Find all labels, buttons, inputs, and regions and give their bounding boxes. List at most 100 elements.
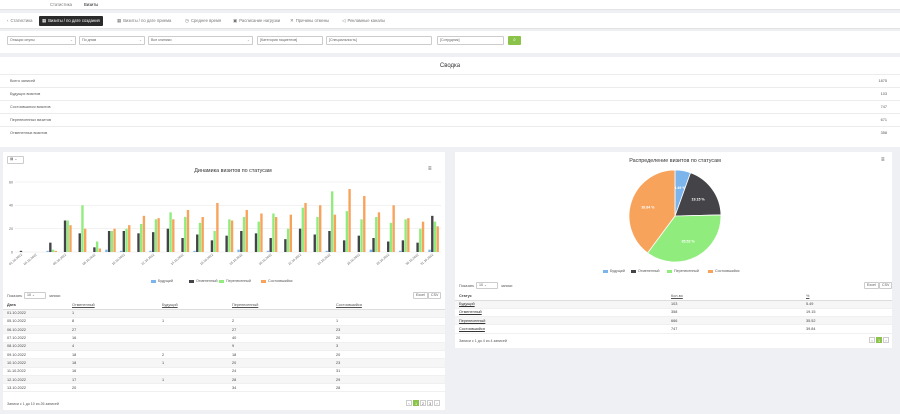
bar[interactable]: [51, 249, 55, 252]
status-link[interactable]: Состоявшийся: [455, 324, 667, 334]
cancel-reasons-button[interactable]: ✕ Причины отмены: [287, 16, 332, 26]
csv-button[interactable]: CSV: [879, 282, 893, 289]
clinic-select[interactable]: Все клиники ⌄: [148, 36, 253, 45]
bar[interactable]: [316, 217, 319, 252]
bar[interactable]: [313, 234, 316, 253]
bar[interactable]: [330, 191, 334, 252]
column-header[interactable]: Дата: [3, 301, 68, 310]
period-select[interactable]: По дням ⌄: [79, 36, 145, 45]
column-header[interactable]: Будущий: [158, 301, 228, 310]
bar[interactable]: [66, 220, 69, 253]
patient-category-select[interactable]: [Категория пациентов]: [257, 36, 323, 45]
page-button[interactable]: 3: [427, 400, 433, 406]
bar[interactable]: [377, 212, 381, 252]
excel-button[interactable]: Excel: [864, 282, 879, 289]
bar[interactable]: [122, 231, 125, 252]
bar[interactable]: [357, 235, 361, 252]
bar[interactable]: [169, 212, 172, 252]
legend-item-future[interactable]: Будущий: [151, 279, 173, 283]
excel-button[interactable]: Excel: [413, 292, 428, 299]
page-button[interactable]: 1: [413, 400, 419, 406]
bar[interactable]: [319, 205, 322, 252]
bar[interactable]: [81, 205, 84, 252]
page-button[interactable]: 1: [876, 337, 882, 343]
export-menu-button[interactable]: ▤ ⌄: [7, 156, 24, 164]
column-header[interactable]: Кол-во: [667, 292, 802, 301]
bar[interactable]: [419, 228, 422, 252]
status-link[interactable]: Будущий: [455, 300, 667, 309]
bar[interactable]: [157, 218, 160, 252]
visits-by-appointment-date-button[interactable]: ▦ Визиты / по дате приема: [114, 16, 174, 26]
back-statistics-button[interactable]: ‹ Статистика: [4, 16, 36, 26]
prev-page-button[interactable]: ‹: [406, 400, 412, 406]
search-button[interactable]: ⌕: [508, 36, 521, 45]
bar[interactable]: [228, 219, 231, 252]
column-header[interactable]: %: [802, 292, 892, 301]
bar[interactable]: [240, 231, 243, 252]
bar[interactable]: [345, 211, 349, 252]
bar[interactable]: [19, 250, 23, 252]
options-select[interactable]: Опыции опуны ⌄: [7, 36, 76, 45]
legend-item-cancelled[interactable]: Отмененный: [189, 279, 217, 283]
bar[interactable]: [257, 221, 260, 252]
status-link[interactable]: Отмененный: [455, 308, 667, 318]
bar[interactable]: [184, 217, 187, 252]
bar[interactable]: [360, 219, 363, 252]
legend-item-rescheduled[interactable]: Перенесенный: [667, 269, 699, 273]
pie-slice[interactable]: [674, 172, 722, 217]
bar[interactable]: [389, 222, 393, 252]
bar[interactable]: [119, 250, 123, 252]
bar[interactable]: [113, 228, 116, 252]
legend-item-cancelled[interactable]: Отмененный: [631, 269, 659, 273]
bar[interactable]: [166, 228, 170, 252]
column-header[interactable]: Состоявшийся: [332, 301, 445, 310]
bar[interactable]: [137, 233, 140, 252]
bar[interactable]: [404, 219, 407, 252]
legend-item-future[interactable]: Будущий: [603, 269, 625, 273]
bar[interactable]: [301, 207, 304, 252]
ad-channels-button[interactable]: ◁ Рекламные каналы: [339, 16, 388, 26]
bar[interactable]: [54, 250, 57, 252]
bar[interactable]: [372, 238, 375, 252]
bar[interactable]: [289, 214, 293, 252]
pie-slice[interactable]: [628, 169, 676, 254]
bar[interactable]: [433, 221, 437, 252]
bar[interactable]: [369, 249, 372, 252]
page-size-select[interactable]: 10 ⌄: [24, 292, 46, 299]
bar[interactable]: [237, 249, 240, 252]
next-page-button[interactable]: ›: [434, 400, 440, 406]
bar[interactable]: [213, 231, 216, 252]
bar[interactable]: [431, 215, 434, 252]
csv-button[interactable]: CSV: [428, 292, 442, 299]
bar[interactable]: [46, 250, 49, 252]
bar[interactable]: [260, 213, 263, 253]
bar[interactable]: [142, 215, 146, 252]
tab-statistics[interactable]: Статистика: [50, 2, 72, 7]
employee-select[interactable]: [Сотрудник]: [437, 36, 504, 45]
bar[interactable]: [49, 242, 52, 252]
bar[interactable]: [151, 232, 155, 252]
bar[interactable]: [193, 250, 196, 252]
next-page-button[interactable]: ›: [883, 337, 889, 343]
visits-by-creation-date-button[interactable]: ▦ Визиты / по дате создания: [39, 16, 103, 26]
page-button[interactable]: 2: [420, 400, 426, 406]
bar[interactable]: [83, 228, 87, 252]
bar[interactable]: [196, 234, 199, 253]
bar[interactable]: [387, 241, 390, 253]
bar[interactable]: [210, 240, 214, 252]
bar[interactable]: [363, 196, 366, 252]
bar[interactable]: [428, 249, 431, 252]
bar[interactable]: [140, 224, 143, 252]
bar[interactable]: [98, 248, 102, 253]
bar[interactable]: [216, 203, 219, 252]
bar[interactable]: [63, 220, 67, 253]
bar[interactable]: [401, 240, 405, 252]
bar[interactable]: [245, 210, 248, 252]
bar[interactable]: [392, 205, 395, 252]
bar[interactable]: [304, 203, 307, 252]
bar[interactable]: [274, 217, 278, 252]
bar[interactable]: [154, 219, 158, 252]
bar[interactable]: [416, 242, 419, 252]
chart-menu-icon[interactable]: ≡: [428, 166, 432, 172]
specialty-select[interactable]: [Специальность]: [326, 36, 432, 45]
